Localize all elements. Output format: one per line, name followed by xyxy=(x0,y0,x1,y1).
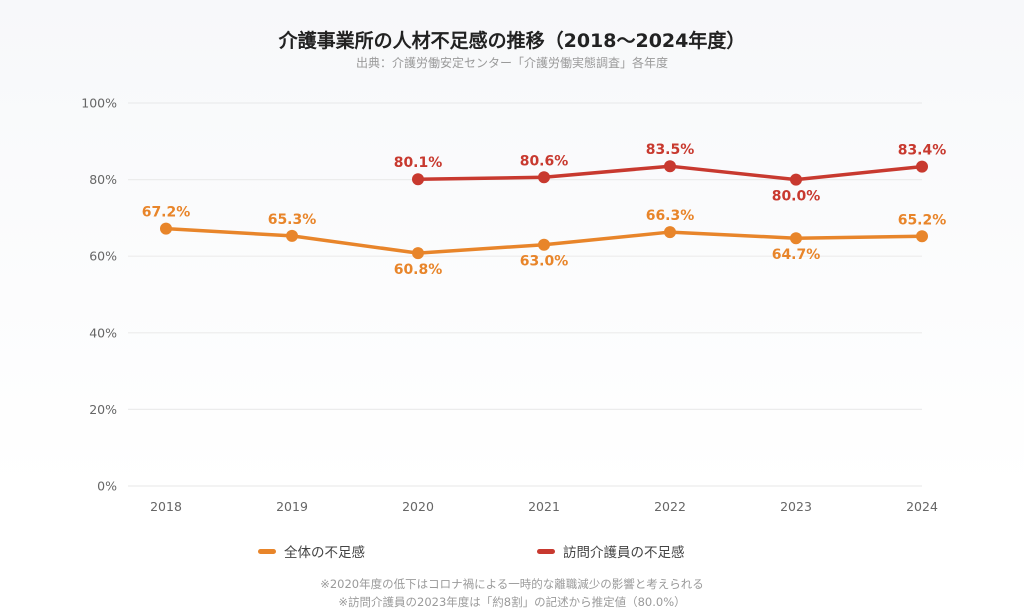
data-point xyxy=(412,247,424,260)
y-tick-label: 40% xyxy=(89,325,117,340)
legend-swatch-home-care xyxy=(537,548,555,554)
data-point xyxy=(286,229,298,242)
data-point xyxy=(538,171,550,184)
legend-label-home-care: 訪問介護員の不足感 xyxy=(563,545,685,561)
data-point xyxy=(538,238,550,251)
data-label: 83.5% xyxy=(646,142,695,158)
legend-label-overall: 全体の不足感 xyxy=(284,545,365,561)
data-label: 67.2% xyxy=(142,205,191,221)
x-tick-label: 2019 xyxy=(276,499,308,514)
x-tick-label: 2021 xyxy=(528,499,560,514)
x-tick-label: 2023 xyxy=(780,499,812,514)
data-point xyxy=(916,230,928,243)
data-label: 63.0% xyxy=(520,254,569,270)
chart-title: 介護事業所の人材不足感の推移（2018〜2024年度） xyxy=(278,30,746,52)
legend-item-home-care: 訪問介護員の不足感 xyxy=(537,541,685,561)
y-tick-label: 80% xyxy=(89,172,117,187)
x-tick-label: 2024 xyxy=(906,499,938,514)
x-tick-label: 2018 xyxy=(150,499,182,514)
y-tick-label: 100% xyxy=(81,96,117,111)
data-label: 65.3% xyxy=(268,212,317,228)
data-point xyxy=(916,160,928,173)
legend-item-overall: 全体の不足感 xyxy=(258,541,365,561)
data-label: 83.4% xyxy=(898,143,947,159)
data-label: 80.0% xyxy=(772,189,821,205)
y-tick-label: 0% xyxy=(97,479,117,494)
data-label: 66.3% xyxy=(646,208,695,224)
data-point xyxy=(790,232,802,245)
y-tick-label: 20% xyxy=(89,402,117,417)
data-label: 65.2% xyxy=(898,212,947,228)
data-label: 64.7% xyxy=(772,247,821,263)
footnote-2: ※訪問介護員の2023年度は「約8割」の記述から推定値（80.0%） xyxy=(338,595,686,609)
legend-swatch-overall xyxy=(258,548,276,554)
data-label: 60.8% xyxy=(394,262,443,278)
footnote-1: ※2020年度の低下はコロナ禍による一時的な離職減少の影響と考えられる xyxy=(320,577,704,591)
x-tick-label: 2020 xyxy=(402,499,434,514)
data-point xyxy=(790,173,802,186)
data-label: 80.6% xyxy=(520,153,569,169)
data-point xyxy=(664,160,676,173)
data-label: 80.1% xyxy=(394,155,443,171)
data-point xyxy=(412,173,424,186)
data-point xyxy=(160,222,172,235)
data-point xyxy=(664,226,676,239)
x-tick-label: 2022 xyxy=(654,499,686,514)
chart-subtitle: 出典：介護労働安定センター「介護労働実態調査」各年度 xyxy=(355,56,668,70)
y-tick-label: 60% xyxy=(89,249,117,264)
line-chart: 0% 20% 40% 60% 80% 100% 2018 2019 2020 2021 2022 20… xyxy=(81,96,947,515)
